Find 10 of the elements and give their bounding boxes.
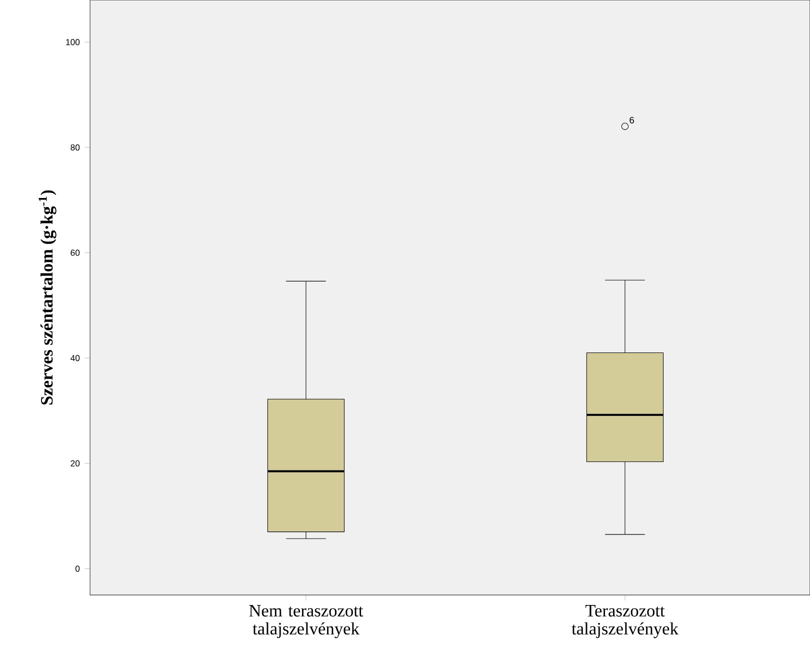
y-tick-label: 0 <box>75 566 80 572</box>
x-tick-label: Nem teraszozott talajszelvények <box>249 605 364 638</box>
y-tick-label: 40 <box>70 354 80 362</box>
annotation: 6 <box>630 116 634 124</box>
y-tick-label: 100 <box>66 39 80 46</box>
y-axis-title: Szerves széntartalom (g·kg$^{-1}$) <box>38 190 56 404</box>
y-tick-label: 80 <box>70 144 80 150</box>
y-tick-label: 20 <box>70 460 80 466</box>
y-tick-label: 60 <box>70 250 80 256</box>
x-tick-label: Teraszozott talajszelvények <box>572 605 678 638</box>
